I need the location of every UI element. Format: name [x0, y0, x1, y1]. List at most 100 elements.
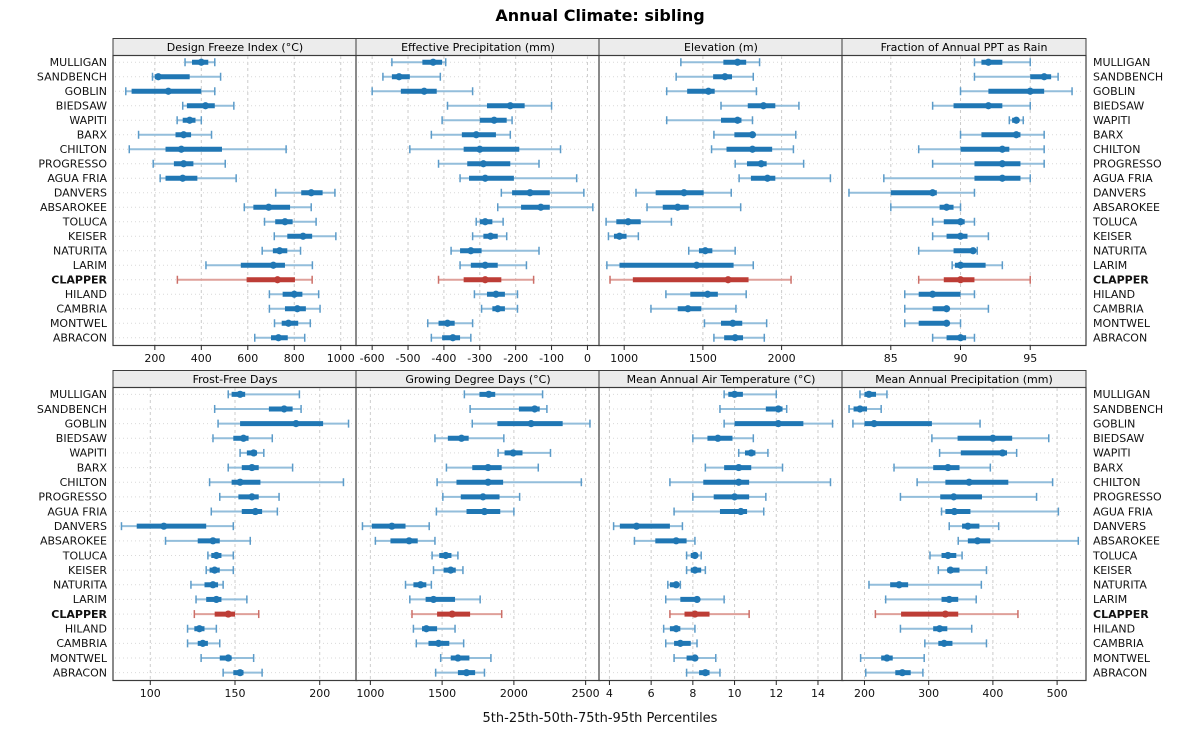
- median-dot: [684, 305, 692, 313]
- median-dot: [704, 290, 712, 298]
- median-dot: [898, 669, 906, 677]
- median-dot: [693, 595, 701, 604]
- median-dot: [434, 639, 443, 647]
- station-label-left: SANDBENCH: [37, 71, 107, 84]
- station-label-left: DANVERS: [54, 520, 107, 533]
- median-dot: [1012, 131, 1020, 139]
- panel-strip-title: Fraction of Annual PPT as Rain: [881, 41, 1048, 54]
- x-tick-label: 90: [954, 352, 968, 364]
- panel-strip-title: Design Freeze Index (°C): [167, 41, 303, 54]
- median-dot: [730, 390, 739, 398]
- station-label-left: BIEDSAW: [56, 432, 107, 445]
- station-label-right: PROGRESSO: [1093, 491, 1162, 504]
- x-tick-label: 200: [309, 687, 330, 700]
- median-dot: [481, 261, 489, 269]
- median-dot: [531, 405, 539, 413]
- median-dot: [236, 390, 244, 398]
- median-dot: [691, 610, 699, 618]
- median-dot: [197, 58, 205, 66]
- x-tick-label: 10: [728, 687, 742, 700]
- station-label-right: HILAND: [1093, 288, 1135, 301]
- median-dot: [1040, 73, 1048, 81]
- median-dot: [265, 203, 273, 211]
- median-dot: [940, 639, 948, 647]
- median-dot: [405, 537, 413, 545]
- median-dot: [680, 189, 688, 197]
- x-tick-label: 200: [144, 352, 165, 364]
- station-label-left: HILAND: [65, 288, 107, 301]
- station-label-right: SANDBENCH: [1093, 403, 1163, 416]
- median-dot: [733, 116, 742, 124]
- x-tick-label: 150: [225, 687, 246, 700]
- station-label-right: MONTWEL: [1093, 317, 1151, 330]
- x-tick-label: 300: [918, 687, 939, 700]
- median-dot: [774, 405, 782, 413]
- station-label-left: DANVERS: [54, 187, 107, 200]
- panel-strip-title: Mean Annual Air Temperature (°C): [627, 373, 816, 386]
- station-label-right: ABSAROKEE: [1093, 201, 1160, 214]
- panel-area: [112, 54, 358, 347]
- median-dot: [701, 247, 709, 255]
- median-dot: [965, 478, 973, 486]
- station-label-left: MULLIGAN: [50, 388, 107, 401]
- x-tick-label: -300: [467, 352, 492, 364]
- median-dot: [615, 232, 624, 240]
- median-dot: [735, 463, 743, 472]
- station-label-right: KEISER: [1093, 564, 1132, 577]
- station-label-right: TOLUCA: [1092, 549, 1138, 562]
- station-label-left: CHILTON: [60, 143, 107, 156]
- x-tick-label: -200: [503, 352, 528, 364]
- x-tick-label: 8: [689, 687, 696, 700]
- median-dot: [691, 566, 699, 574]
- median-dot: [537, 203, 545, 211]
- station-label-left: AGUA FRIA: [47, 172, 107, 185]
- median-dot: [757, 160, 765, 168]
- median-dot: [942, 203, 951, 211]
- station-label-right: MULLIGAN: [1093, 388, 1150, 401]
- station-label-left: LARIM: [73, 259, 107, 272]
- station-label-right: CLAPPER: [1093, 608, 1149, 621]
- median-dot: [442, 551, 450, 560]
- median-dot: [984, 58, 993, 66]
- median-dot: [201, 102, 210, 110]
- station-label-left: LARIM: [73, 593, 107, 606]
- station-label-right: NATURITA: [1093, 579, 1147, 592]
- median-dot: [956, 232, 965, 240]
- median-dot: [250, 449, 258, 457]
- station-label-left: HILAND: [65, 623, 107, 636]
- station-label-left: SANDBENCH: [37, 403, 107, 416]
- median-dot: [691, 654, 699, 662]
- panel-strip-title: Frost-Free Days: [193, 373, 278, 386]
- median-dot: [730, 493, 739, 501]
- x-tick-label: 1500: [428, 687, 456, 700]
- median-dot: [942, 319, 951, 327]
- station-label-right: MULLIGAN: [1093, 56, 1150, 69]
- median-dot: [945, 595, 953, 604]
- panel-strip-title: Effective Precipitation (mm): [401, 41, 555, 54]
- station-label-right: CHILTON: [1093, 143, 1140, 156]
- station-label-right: DANVERS: [1093, 187, 1146, 200]
- median-dot: [485, 390, 493, 398]
- station-label-right: CLAPPER: [1093, 274, 1149, 287]
- panel-area: [598, 54, 844, 347]
- median-dot: [443, 319, 452, 327]
- median-dot: [416, 581, 425, 589]
- median-dot: [759, 102, 768, 110]
- median-dot: [748, 145, 757, 153]
- median-dot: [457, 434, 466, 442]
- median-dot: [180, 131, 188, 139]
- panel-area: [598, 386, 844, 682]
- x-tick-label: 100: [140, 687, 161, 700]
- panel-strip-title: Elevation (m): [684, 41, 758, 54]
- station-label-right: BARX: [1093, 129, 1124, 142]
- median-dot: [476, 145, 484, 153]
- station-label-right: BIEDSAW: [1093, 432, 1144, 445]
- median-dot: [486, 232, 495, 240]
- station-label-right: BIEDSAW: [1093, 100, 1144, 113]
- panel-strip-title: Mean Annual Precipitation (mm): [875, 373, 1052, 386]
- median-dot: [856, 405, 864, 413]
- median-dot: [293, 305, 301, 313]
- median-dot: [248, 493, 256, 501]
- median-dot: [944, 551, 952, 560]
- median-dot: [701, 669, 709, 677]
